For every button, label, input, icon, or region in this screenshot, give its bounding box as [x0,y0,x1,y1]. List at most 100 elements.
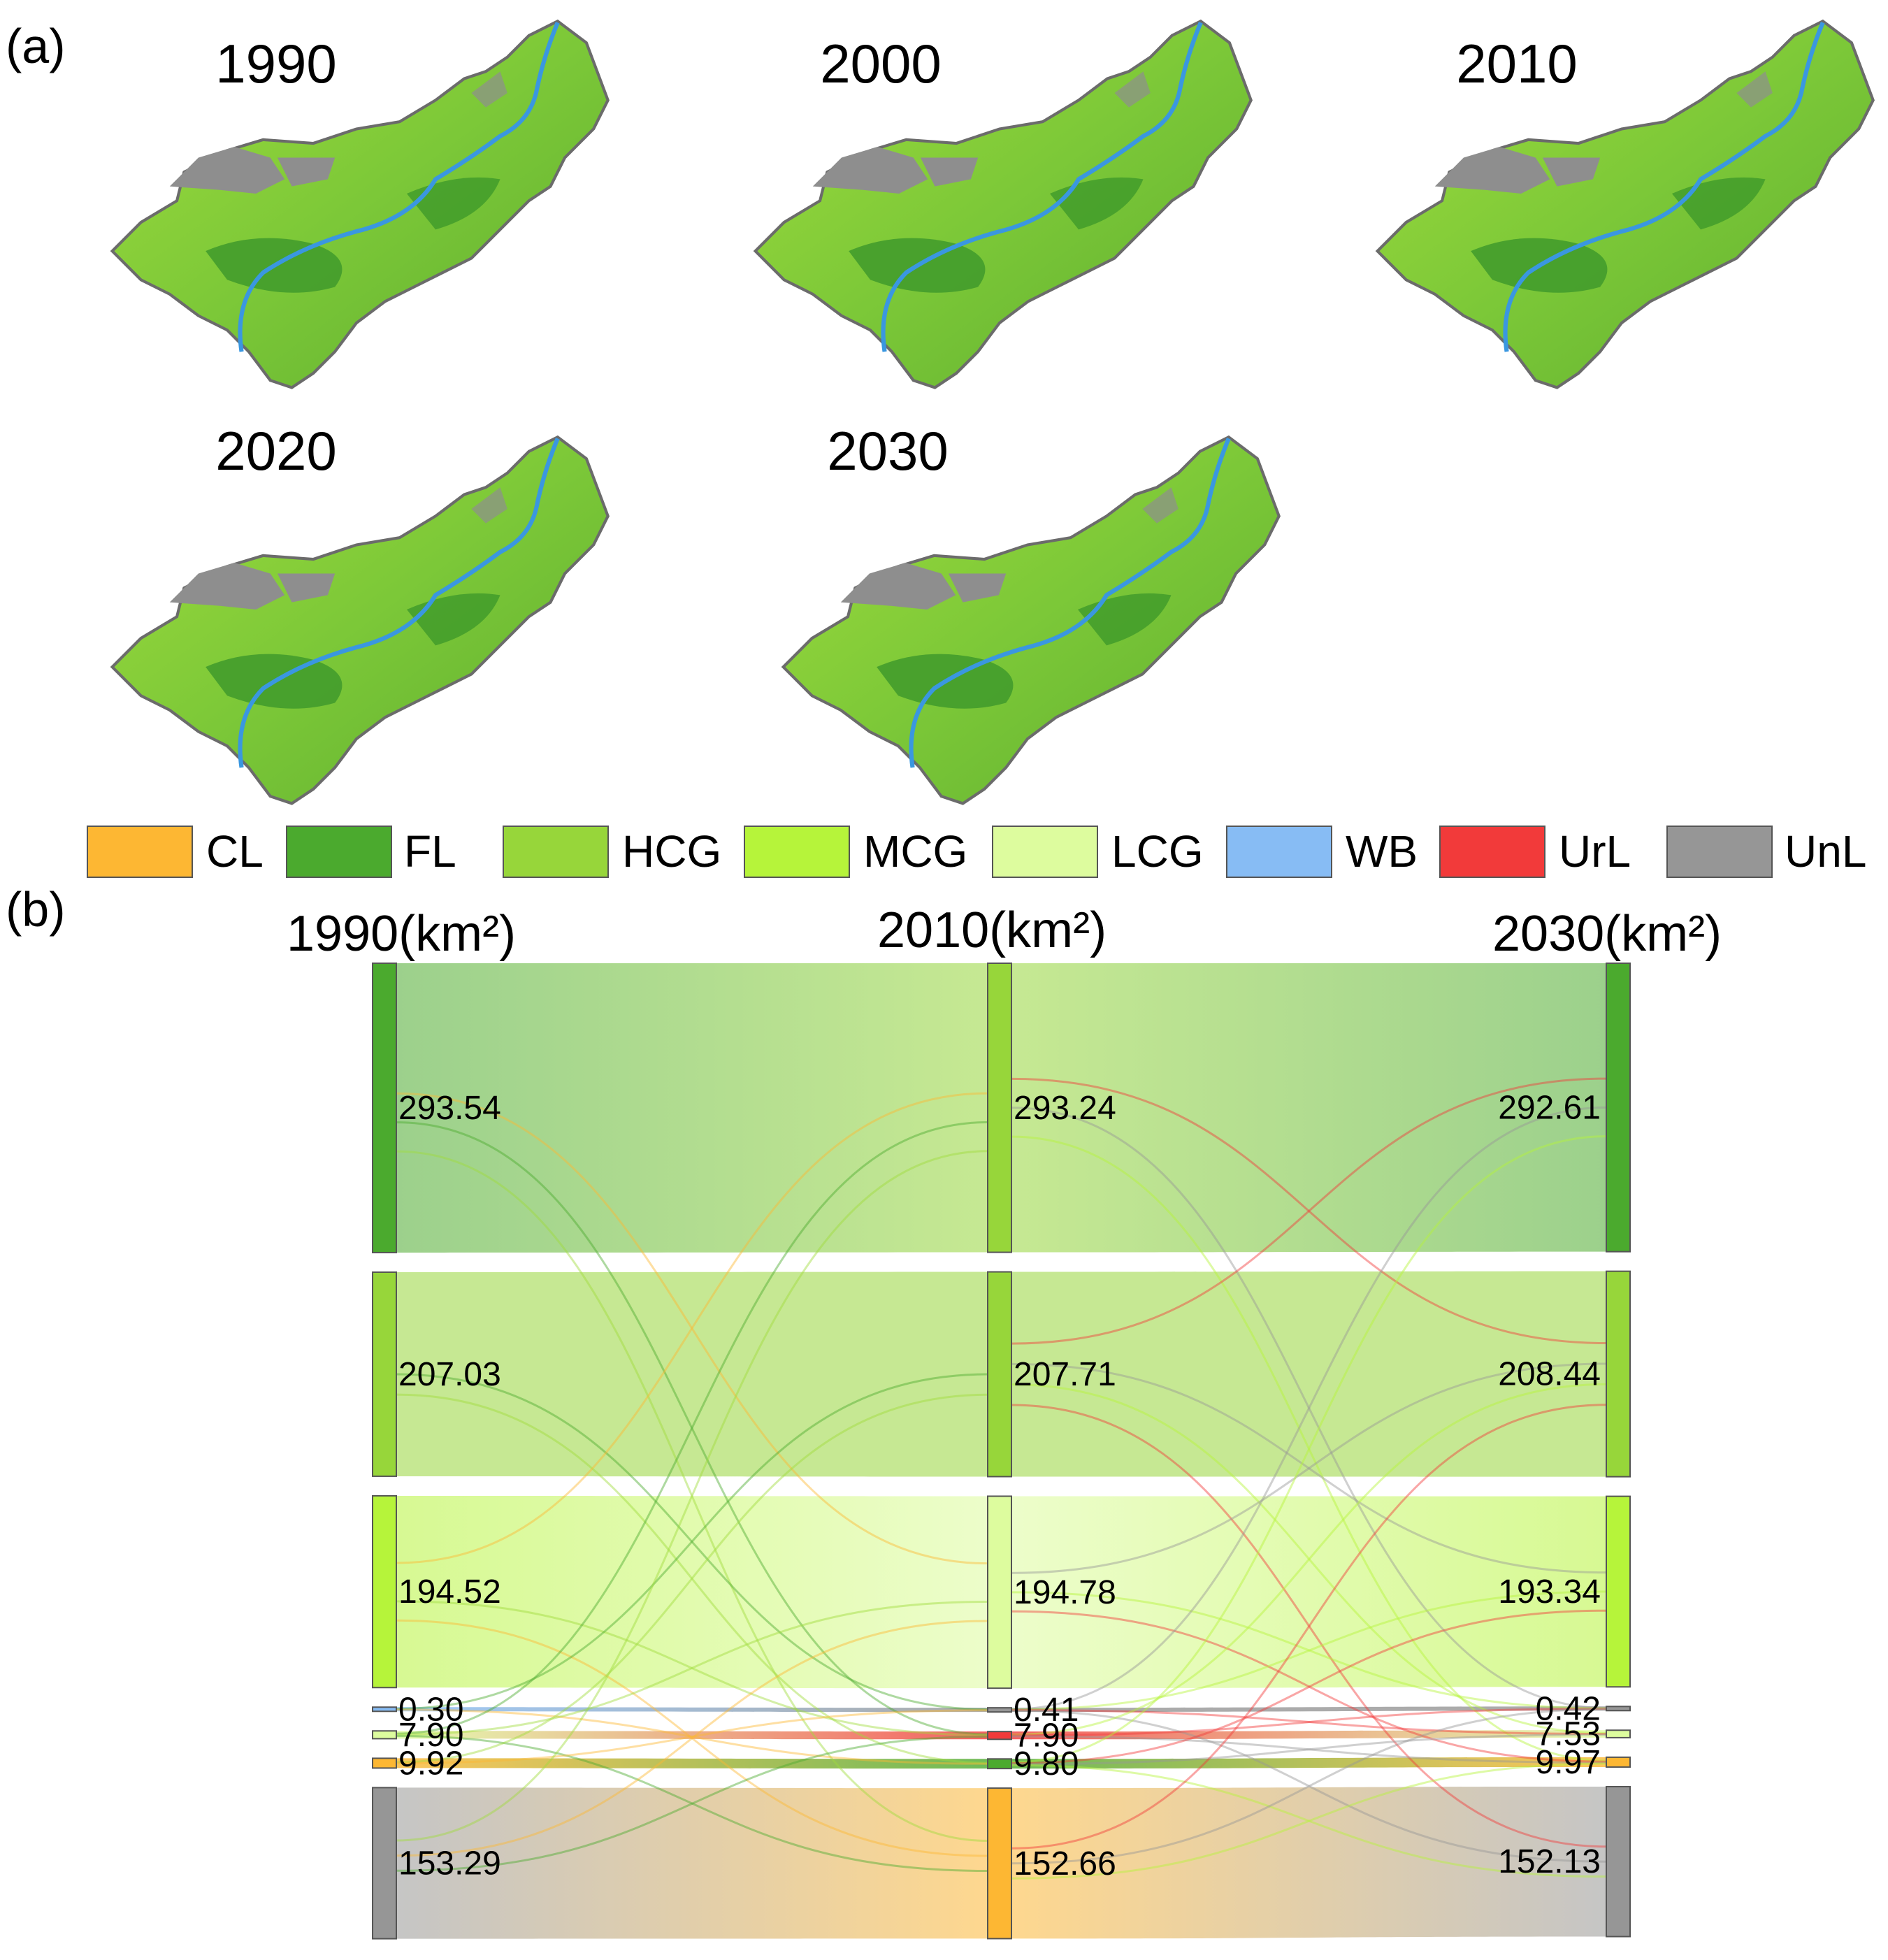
basin-map-2030 [784,437,1279,803]
map-year-2030: 2030 [827,420,949,482]
legend-label-hcg: HCG [622,826,721,877]
node-1-5-fl [987,1758,1012,1770]
exchange-0-0-4 [396,1121,988,1736]
value-label-2-0: 292.61 [1498,1089,1601,1126]
flow-0-2 [396,1495,988,1689]
node-0-5-cl [372,1757,397,1769]
exchange-1-3-4 [1011,1708,1607,1736]
node-1-4-url [987,1731,1012,1741]
exchange-1-3-6 [1011,1709,1607,1863]
exchange-1-1-2 [1011,1362,1607,1574]
panel-b-label: (b) [6,882,66,937]
exchange-1-0-3 [1011,1107,1607,1709]
exchange-0-1-5 [396,1393,988,1764]
value-label-0-4: 7.90 [398,1717,463,1754]
map-2030: 2030 [784,420,1279,803]
legend-label-mcg: MCG [863,826,967,877]
exchange-1-4-5 [1011,1735,1607,1764]
exchange-1-5-2 [1011,1609,1607,1765]
legend-label-wb: WB [1346,826,1418,877]
flow-1-6 [1011,1786,1606,1939]
basin-map-2010 [1378,21,1873,387]
exchange-1-2-3 [1011,1591,1607,1710]
exchange-0-1-3 [396,1373,988,1711]
flow-1-3 [1011,1706,1606,1713]
exchange-0-6-2 [396,1620,988,1857]
exchange-1-5-6 [1011,1764,1607,1878]
exchange-1-3-2 [1011,1590,1607,1711]
exchange-1-4-1 [1011,1383,1607,1736]
value-label-0-2: 194.52 [398,1573,501,1610]
exchange-1-3-0 [1011,1106,1607,1710]
exchange-1-1-4 [1011,1383,1607,1735]
value-label-1-1: 207.71 [1014,1356,1116,1393]
exchange-0-2-4 [396,1600,988,1736]
flow-0-3 [396,1707,988,1713]
value-label-2-5: 9.97 [1536,1744,1601,1781]
map-year-2000: 2000 [820,33,942,94]
node-0-4-lcg [372,1730,397,1740]
flow-0-1 [396,1271,988,1477]
node-0-6-unl [372,1787,397,1940]
flow-1-0 [1011,963,1606,1253]
node-0-2-mcg [372,1494,397,1689]
node-2-3-unl [1606,1706,1631,1712]
map-2000: 2000 [756,21,1251,387]
exchange-1-1-6 [1011,1404,1607,1848]
exchange-1-1-0 [1011,1077,1607,1345]
legend-label-cl: CL [206,826,264,877]
exchange-0-6-0 [396,1150,988,1842]
exchange-0-0-6 [396,1150,988,1842]
value-label-0-0: 293.54 [398,1090,501,1127]
exchange-1-6-1 [1011,1404,1607,1850]
legend-swatch-cl [87,826,193,878]
exchange-0-5-1 [396,1393,988,1764]
value-label-2-1: 208.44 [1498,1356,1601,1393]
legend-swatch-wb [1226,826,1332,878]
value-label-0-3: 0.30 [398,1691,463,1728]
value-label-1-5: 9.80 [1014,1745,1079,1782]
exchange-1-5-0 [1011,1135,1607,1764]
map-year-1990: 1990 [215,33,337,94]
node-0-3-wb [372,1706,397,1713]
flow-1-2 [1011,1496,1606,1689]
value-label-1-4: 7.90 [1014,1717,1079,1754]
node-2-4-lcg [1606,1729,1631,1738]
exchange-1-0-1 [1011,1077,1607,1345]
legend-swatch-mcg [744,826,850,878]
exchange-1-5-4 [1011,1734,1607,1766]
column-title-2010: 2010(km²) [877,902,1107,958]
exchange-1-2-5 [1011,1610,1607,1763]
node-0-1-hcg [372,1271,397,1477]
column-title-2030: 2030(km²) [1492,906,1722,962]
legend-swatch-hcg [503,826,609,878]
flow-0-0 [396,963,988,1253]
value-label-2-6: 152.13 [1498,1843,1601,1880]
sankey-value-labels: 293.54207.03194.520.307.909.92153.29293.… [398,1089,1601,1882]
sankey-nodes [372,963,1631,1940]
node-2-0-fl [1606,963,1631,1253]
node-1-0-hcg [987,963,1012,1253]
node-2-6-unl [1606,1785,1631,1938]
flow-0-4 [396,1731,988,1740]
legend: CL FL HCG MCG LCG WB UrL UnL [87,826,1866,878]
value-label-0-1: 207.03 [398,1356,501,1393]
map-year-2020: 2020 [215,420,337,482]
sankey-links [396,963,1607,1939]
legend-swatch-lcg [992,826,1098,878]
exchange-1-4-3 [1011,1708,1607,1737]
legend-label-fl: FL [404,826,456,877]
value-label-0-6: 153.29 [398,1845,501,1882]
map-year-2010: 2010 [1456,33,1578,94]
exchange-0-4-2 [396,1601,988,1736]
exchange-1-6-5 [1011,1762,1607,1880]
value-label-2-4: 7.53 [1536,1716,1601,1753]
exchange-1-2-1 [1011,1362,1607,1574]
node-1-6-cl [987,1787,1012,1940]
node-1-3-unl [987,1707,1012,1713]
map-2010: 2010 [1378,21,1873,387]
exchange-0-4-6 [396,1735,988,1873]
flow-1-1 [1011,1271,1606,1477]
map-1990: 1990 [113,21,608,387]
panel-a-label: (a) [6,19,66,73]
